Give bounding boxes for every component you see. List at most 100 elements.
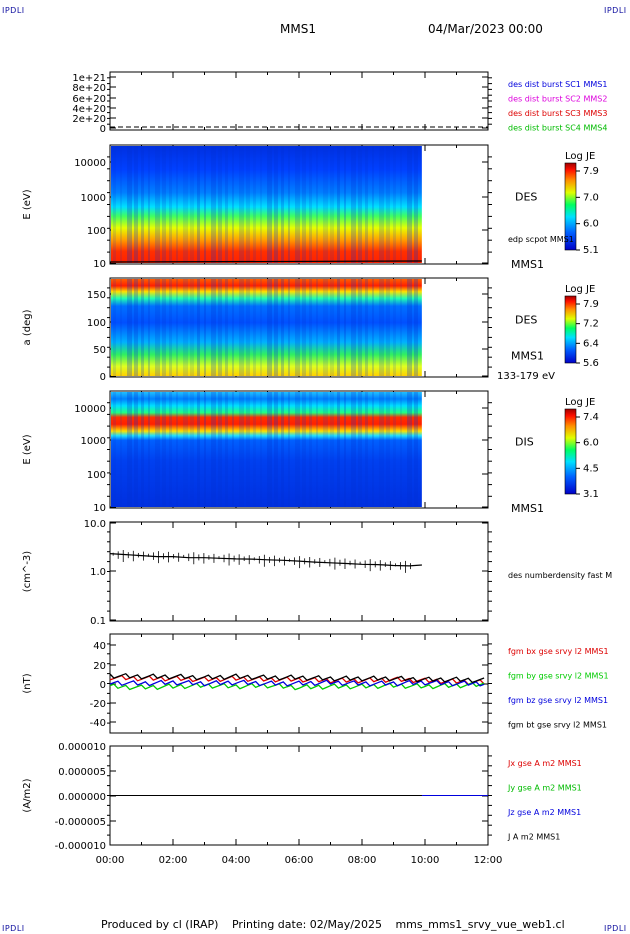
xtick-label: 02:00 <box>159 855 188 866</box>
footer: Produced by cl (IRAP) Printing date: 02/… <box>101 918 575 931</box>
panel-3-spectrogram-stripe <box>225 279 228 376</box>
panel-3-spectrogram-stripe <box>267 279 272 376</box>
panel-2-spectrogram-stripe <box>414 146 418 263</box>
panel-5-legend-entry: des numberdensity fast M <box>508 571 612 580</box>
panel-2-colorbar-tick: 6.0 <box>583 219 599 230</box>
panel-4-spectrogram-stripe <box>365 392 368 507</box>
panel-3-spectrogram-stripe <box>260 279 262 376</box>
panel-2-spectrogram-stripe <box>169 146 172 263</box>
panel-2-spectrogram-stripe <box>330 146 334 263</box>
panel-4-spectrogram-stripe <box>239 392 244 507</box>
panel-2-spectrogram-stripe <box>127 146 132 263</box>
panel-2-spectrogram-stripe <box>337 146 340 263</box>
panel-3-spectrogram-stripe <box>330 279 334 376</box>
panel-3-spectrogram-stripe <box>169 279 172 376</box>
panel-7-legend-entry: Jx gse A m2 MMS1 <box>507 759 582 768</box>
panel-4-spectrogram-stripe <box>225 392 228 507</box>
panel-3-spectrogram-stripe <box>176 279 178 376</box>
panel-5-series-line <box>109 553 422 567</box>
panel-3-spectrogram-stripe <box>358 279 362 376</box>
panel-3-spectrogram-stripe <box>183 279 188 376</box>
panel-3-spectrogram-stripe <box>246 279 250 376</box>
panel-3-spectrogram-stripe <box>379 279 384 376</box>
panel-4-spectrogram-stripe <box>211 392 216 507</box>
panel-3-spectrogram-stripe <box>393 279 396 376</box>
panel-4-ytick-label: 100 <box>87 470 106 481</box>
panel-4-spectrogram-stripe <box>295 392 300 507</box>
panel-3-spectrogram-stripe <box>190 279 194 376</box>
panel-3-spectrogram-stripe <box>372 279 374 376</box>
panel-2-spectrogram-stripe <box>225 146 228 263</box>
panel-4-spectrogram-stripe <box>386 392 390 507</box>
panel-2-spectrogram-stripe <box>288 146 290 263</box>
panel-4-spectrogram-stripe <box>316 392 318 507</box>
panel-2-spectrogram-stripe <box>141 146 144 263</box>
panel-2-instrument-label: DES <box>515 191 537 204</box>
panel-2-spectrogram <box>111 146 422 263</box>
panel-5-ytick-label: 1.0 <box>90 567 106 578</box>
panel-3-spectrogram-stripe <box>344 279 346 376</box>
panel-2-spectrogram-stripe <box>204 146 206 263</box>
panel-4-spectrogram-stripe <box>309 392 312 507</box>
panel-5-ylabel: (cm^-3) <box>22 551 33 592</box>
panel-frame-5 <box>109 521 489 622</box>
panel-2-spectrogram-stripe <box>176 146 178 263</box>
panel-3-spectrogram-stripe <box>120 279 122 376</box>
panel-4-spectrogram-stripe <box>134 392 138 507</box>
panel-2-spectrogram-stripe <box>197 146 200 263</box>
corner-label-bottom-left: IPDLI <box>2 924 25 933</box>
panel-3-instrument-label: DES <box>515 314 537 327</box>
corner-label-top-right: IPDLI <box>604 6 627 15</box>
panel-4-colorbar <box>564 408 577 495</box>
panel-5-ytick-label: 10.0 <box>84 519 106 530</box>
panel-4-spectrogram-stripe <box>260 392 262 507</box>
panel-3-colorbar-tick: 5.6 <box>583 358 599 369</box>
panel-3-spectrogram-stripe <box>211 279 216 376</box>
panel-4-spectrogram-stripe <box>190 392 194 507</box>
panel-4-spectrogram-stripe <box>372 392 374 507</box>
panel-3-colorbar-tick: 7.2 <box>583 319 599 330</box>
panel-4-spectrogram-stripe <box>183 392 188 507</box>
panel-2-ytick-label: 100 <box>87 226 106 237</box>
panel-7-ytick-label: 0.000010 <box>58 742 106 753</box>
panel-4-spectrogram-stripe <box>267 392 272 507</box>
panel-3-spectrogram-stripe <box>197 279 200 376</box>
panel-4-spectrogram-stripe <box>246 392 250 507</box>
panel-3-spectrogram-stripe <box>288 279 290 376</box>
panel-4-spectrogram-stripe <box>344 392 346 507</box>
mission-title: MMS1 <box>280 22 316 36</box>
panel-3-spectrogram-stripe <box>302 279 306 376</box>
panel-1-ytick-label: 6e+20 <box>72 94 106 105</box>
panel-2-spectrogram-stripe <box>344 146 346 263</box>
panel-1-ytick-label: 1e+21 <box>72 73 106 84</box>
panel-3-spectrogram-stripe <box>316 279 318 376</box>
panel-4-ytick-label: 10000 <box>74 404 106 415</box>
panel-2-spectrogram-stripe <box>260 146 262 263</box>
panel-3-energy-range: 133-179 eV <box>497 371 555 382</box>
panel-2-spectrogram-stripe <box>120 146 122 263</box>
panel-4-spectrogram-stripe <box>148 392 150 507</box>
panel-2-spectrogram-stripe <box>190 146 194 263</box>
panel-3-spectrogram-stripe <box>148 279 150 376</box>
panel-7-ytick-label: -0.000010 <box>55 841 106 852</box>
panel-3-spectrogram-stripe <box>218 279 222 376</box>
panel-2-ytick-label: 1000 <box>81 193 106 204</box>
panel-3-spectrogram-stripe <box>232 279 234 376</box>
panel-2-spectrogram-stripe <box>267 146 272 263</box>
panel-2-spectrogram-stripe <box>316 146 318 263</box>
panel-2-overlay-label: edp scpot MMS1 <box>508 235 574 244</box>
panel-4-spectrogram-stripe <box>379 392 384 507</box>
panel-3-colorbar-tick: 6.4 <box>583 338 599 349</box>
panel-4-spectrogram-stripe <box>274 392 278 507</box>
panel-4-instrument-label: DIS <box>515 436 534 449</box>
panel-7-legend-entry: Jz gse A m2 MMS1 <box>507 808 581 817</box>
panel-3-spectrogram-stripe <box>407 279 412 376</box>
panel-4-spectrogram-stripe <box>253 392 256 507</box>
panel-1-ytick-label: 2e+20 <box>72 114 106 125</box>
panel-3-spectrogram-stripe <box>141 279 144 376</box>
panel-2-spectrogram-stripe <box>274 146 278 263</box>
panel-3-spectrogram-stripe <box>162 279 166 376</box>
panel-4-spectrogram-stripe <box>414 392 418 507</box>
xtick-label: 12:00 <box>474 855 503 866</box>
panel-3-spectrogram-stripe <box>309 279 312 376</box>
